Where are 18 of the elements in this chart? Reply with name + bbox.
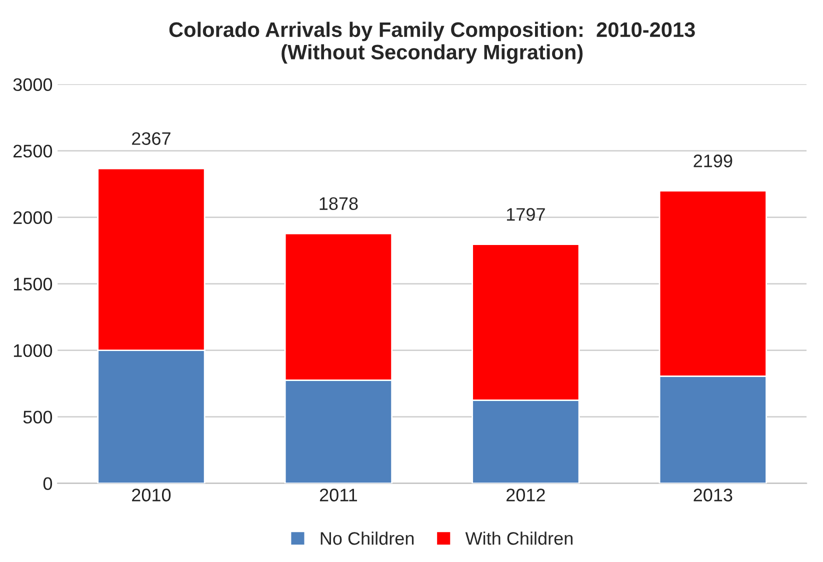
legend-label: With Children [465,532,572,545]
y-tick-label: 0 [43,477,52,490]
total-label: 1797 [506,208,545,221]
x-tick-label: 2013 [694,488,732,502]
y-tick-label: 3000 [13,78,52,92]
legend-label: No Children [320,532,414,545]
y-tick-label: 500 [23,410,52,424]
total-label: 2199 [694,154,732,168]
total-label: 2367 [132,132,170,145]
y-tick-label: 2000 [13,211,52,224]
y-tick-label: 1500 [14,278,52,291]
x-tick-label: 2011 [320,488,357,502]
chart-title: Colorado Arrivals by Family Composition: 2010-2013 (Without Secondary Migration) [169,22,695,64]
x-tick-label: 2010 [132,488,171,502]
x-tick-label: 2012 [506,488,545,502]
y-tick-label: 1000 [14,344,52,358]
y-tick-label: 2500 [13,144,52,158]
total-label: 1878 [320,197,358,210]
